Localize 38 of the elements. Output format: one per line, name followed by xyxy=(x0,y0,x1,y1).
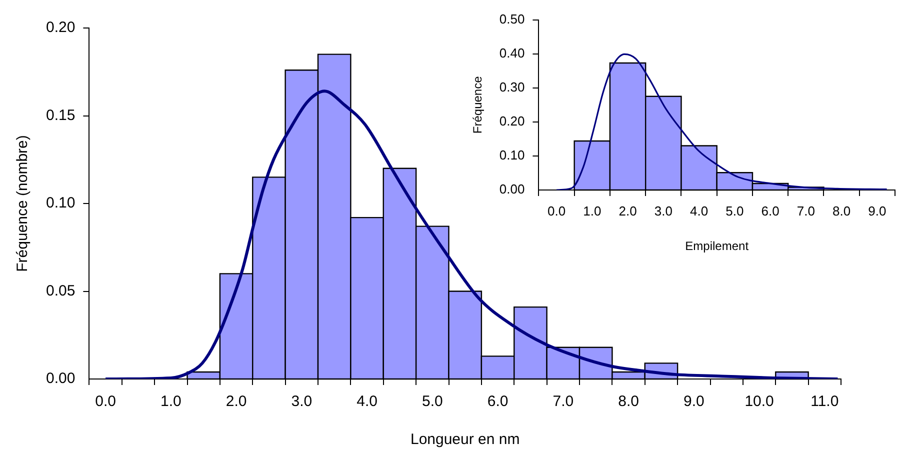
x-tick-label: 1.0 xyxy=(583,203,602,218)
y-tick-label: 0.50 xyxy=(499,11,525,26)
y-tick-label: 0.00 xyxy=(499,182,525,197)
x-tick-label: 7.0 xyxy=(552,393,574,410)
x-tick-label: 9.0 xyxy=(868,203,886,218)
x-tick-label: 2.0 xyxy=(226,393,247,410)
x-tick-label: 0.0 xyxy=(95,393,116,410)
y-tick-label: 0.05 xyxy=(46,282,76,300)
x-tick-label: 2.0 xyxy=(618,203,637,218)
y-tick-label: 0.00 xyxy=(46,370,76,388)
line-series xyxy=(556,53,888,190)
x-tick-label: 4.0 xyxy=(690,203,708,218)
x-tick-label: 8.0 xyxy=(618,393,639,410)
x-tick-label: 0.0 xyxy=(547,203,566,218)
x-tick-label: 1.0 xyxy=(160,393,182,410)
y-axis-title: Fréquence (nombre) xyxy=(14,135,32,272)
y-tick-label: 0.15 xyxy=(46,106,76,124)
y-tick-label: 0.10 xyxy=(46,194,76,212)
y-axis-title: Fréquence xyxy=(470,76,485,134)
x-tick-label: 3.0 xyxy=(654,203,672,218)
x-tick-label: 6.0 xyxy=(761,203,780,218)
x-tick-label: 6.0 xyxy=(487,393,508,410)
x-tick-label: 5.0 xyxy=(726,203,744,218)
x-tick-label: 3.0 xyxy=(291,393,312,410)
x-tick-label: 10.0 xyxy=(744,393,774,410)
x-tick-label: 7.0 xyxy=(796,203,815,218)
y-tick-label: 0.20 xyxy=(499,114,525,128)
x-tick-label: 9.0 xyxy=(683,393,704,410)
y-tick-label: 0.30 xyxy=(499,79,525,94)
x-axis-title: Empilement xyxy=(685,239,750,254)
x-tick-label: 11.0 xyxy=(810,393,839,410)
y-tick-label: 0.10 xyxy=(499,148,525,163)
y-tick-label: 0.40 xyxy=(499,45,525,60)
x-tick-label: 5.0 xyxy=(422,393,443,410)
x-axis-title: Longueur en nm xyxy=(410,431,520,448)
x-tick-label: 4.0 xyxy=(356,393,378,410)
y-tick-label: 0.20 xyxy=(46,19,76,36)
x-tick-label: 8.0 xyxy=(832,203,851,218)
